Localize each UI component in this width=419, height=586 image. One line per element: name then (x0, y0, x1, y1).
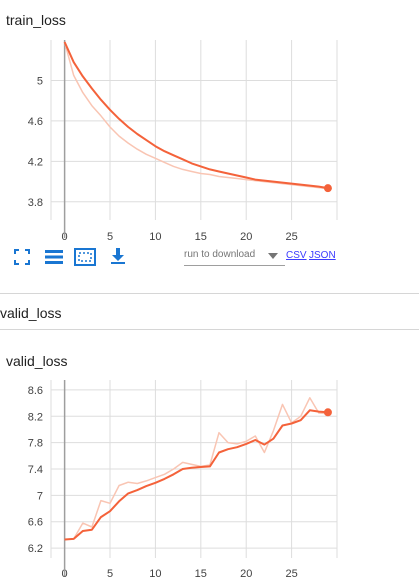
x-tick-label: 10 (149, 568, 161, 580)
last-point-marker (323, 184, 332, 193)
y-tick-label: 8.6 (28, 385, 43, 397)
x-tick-label: 10 (149, 231, 161, 243)
valid-loss-card-title: valid_loss (6, 353, 68, 369)
raw-series-line (64, 397, 328, 541)
y-tick-label: 7.8 (28, 438, 43, 450)
x-tick-label: 25 (285, 231, 297, 243)
download-format-select[interactable]: run to download (184, 249, 285, 267)
download-icon[interactable] (107, 245, 129, 267)
y-tick-label: 5 (37, 75, 43, 87)
zoom-box-icon[interactable] (74, 246, 96, 268)
y-tick-label: 7.4 (28, 464, 43, 476)
chevron-down-icon (268, 253, 278, 259)
raw-series-line (63, 41, 328, 190)
download-select-placeholder: run to download (184, 249, 256, 260)
y-tick-label: 6.6 (28, 517, 43, 529)
train-loss-card-title: train_loss (6, 12, 66, 28)
y-tick-label: 8.2 (28, 411, 43, 423)
x-tick-label: 15 (195, 568, 207, 580)
train-loss-chart[interactable]: 3.84.24.650510152025 (0, 30, 419, 250)
smoothed-series-line (64, 409, 328, 541)
y-tick-label: 4.6 (28, 116, 43, 128)
x-tick-label: 20 (240, 231, 252, 243)
csv-link[interactable]: CSV (286, 250, 307, 261)
last-point-marker (323, 408, 332, 417)
x-tick-label: 25 (285, 568, 297, 580)
data-table-icon[interactable] (43, 246, 65, 268)
x-tick-label: 15 (195, 231, 207, 243)
section-top-divider (0, 293, 419, 294)
x-tick-label: 20 (240, 568, 252, 580)
y-tick-label: 7 (37, 490, 43, 502)
smoothed-series-line (63, 41, 329, 190)
valid-loss-chart[interactable]: 6.26.677.47.88.28.60510152025 (0, 372, 419, 586)
x-tick-label: 5 (107, 231, 113, 243)
y-tick-label: 3.8 (28, 197, 43, 209)
y-tick-label: 4.2 (28, 156, 43, 168)
x-tick-label: 5 (107, 568, 113, 580)
section-title[interactable]: valid_loss (0, 305, 62, 321)
fit-domain-icon[interactable] (11, 246, 33, 268)
section-bottom-divider (0, 329, 419, 330)
y-tick-label: 6.2 (28, 543, 43, 555)
json-link[interactable]: JSON (309, 250, 336, 261)
